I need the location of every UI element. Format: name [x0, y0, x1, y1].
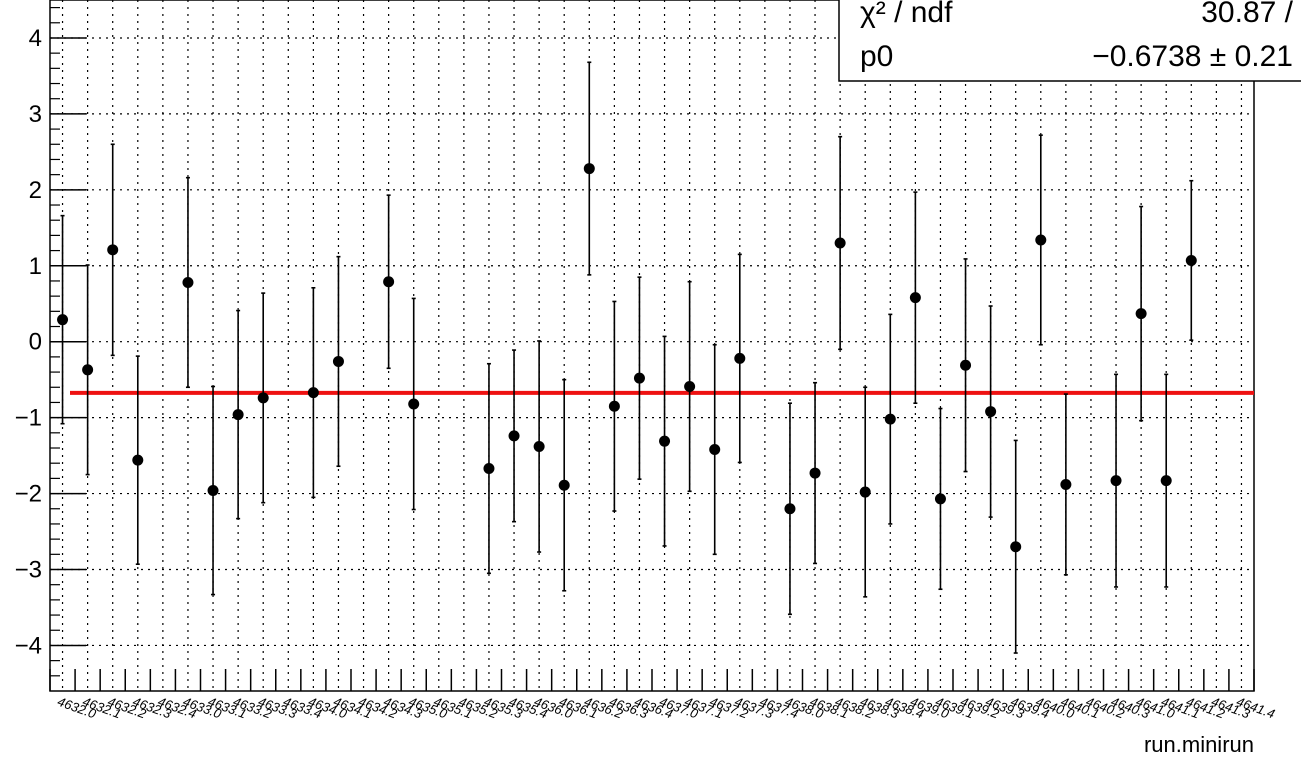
y-tick-label: −3 [15, 557, 42, 584]
data-point [533, 440, 545, 452]
data-point [232, 409, 244, 421]
data-point [1035, 234, 1047, 246]
y-tick-label: 2 [29, 177, 42, 204]
y-tick-label: 3 [29, 101, 42, 128]
y-tick-label: −4 [15, 632, 42, 659]
data-point [1160, 475, 1172, 487]
stats-chi2-value: 30.87 / [1201, 0, 1293, 29]
data-point [784, 503, 796, 515]
data-point [608, 400, 620, 412]
data-points [57, 61, 1197, 654]
data-point [483, 463, 495, 475]
plot-frame [49, 0, 1255, 692]
data-point [408, 398, 420, 410]
data-point [809, 467, 821, 479]
data-point [207, 485, 219, 497]
data-point [684, 381, 696, 393]
data-point [257, 392, 269, 404]
data-point [1135, 308, 1147, 320]
y-tick-label: 0 [29, 329, 42, 356]
data-point [734, 352, 746, 364]
stats-p0-label: p0 [860, 40, 893, 73]
data-point [583, 163, 595, 175]
data-point [508, 430, 520, 442]
data-point [558, 479, 570, 491]
data-point [383, 276, 395, 288]
x-axis-title: run.minirun [1144, 732, 1254, 757]
data-point [132, 454, 144, 466]
y-tick-label: −2 [15, 481, 42, 508]
stats-box: χ² / ndf 30.87 / p0 −0.6738 ± 0.21 [838, 0, 1301, 82]
plot-border [49, 0, 1255, 692]
x-tick-labels: 4632.04632.14632.24632.34632.44633.04633… [56, 694, 1277, 722]
y-tick-label: −1 [15, 405, 42, 432]
y-tick-label: 4 [29, 25, 42, 52]
data-point [307, 387, 319, 399]
data-point [182, 276, 194, 288]
data-point [934, 493, 946, 505]
data-point [57, 314, 69, 326]
data-point [709, 444, 721, 456]
stats-box-frame [838, 0, 1301, 82]
data-point [82, 364, 94, 376]
data-point [1110, 475, 1122, 487]
data-point [1185, 254, 1197, 266]
data-point [985, 406, 997, 418]
data-point [633, 372, 645, 384]
axis-ticks [49, 6, 1255, 691]
data-point [332, 355, 344, 367]
y-tick-label: 1 [29, 253, 42, 280]
stats-p0-value: −0.6738 ± 0.21 [1092, 40, 1293, 73]
data-point [659, 435, 671, 447]
grid-lines [50, 0, 1254, 691]
data-point [859, 486, 871, 498]
data-point [960, 359, 972, 371]
data-point [909, 292, 921, 304]
data-point [834, 237, 846, 249]
y-tick-labels: 4 3 2 1 0 −1 −2 −3 −4 [15, 25, 42, 659]
data-point [107, 244, 119, 256]
data-point [1010, 541, 1022, 553]
data-point [884, 413, 896, 425]
data-point [1060, 478, 1072, 490]
stats-chi2-label: χ² / ndf [860, 0, 953, 29]
